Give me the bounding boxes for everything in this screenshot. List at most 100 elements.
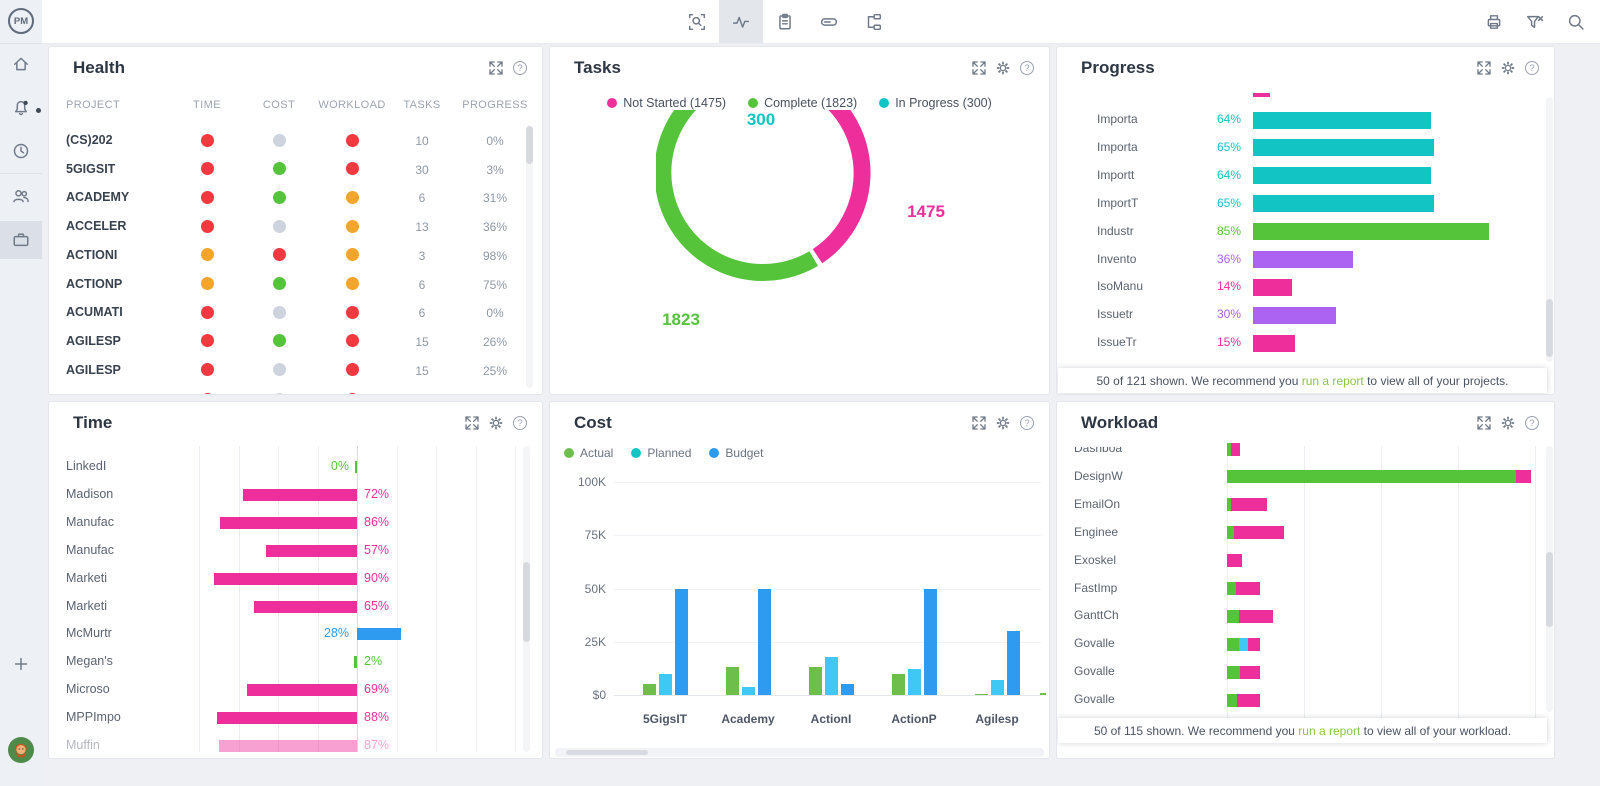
health-status-dot-time[interactable]	[200, 248, 214, 262]
health-status-dot-cost[interactable]	[272, 190, 286, 204]
cost-bar-actual[interactable]	[725, 667, 739, 695]
time-bar[interactable]	[243, 488, 357, 501]
health-status-dot-time[interactable]	[200, 219, 214, 233]
workload-bar-segment[interactable]	[1227, 554, 1242, 568]
health-status-dot-workload[interactable]	[345, 363, 359, 377]
expand-icon[interactable]	[1476, 415, 1492, 431]
health-status-dot-time[interactable]	[200, 392, 214, 394]
cost-bar-planned[interactable]	[990, 680, 1004, 695]
health-status-dot-cost[interactable]	[272, 162, 286, 176]
progress-bar[interactable]	[1253, 195, 1434, 213]
settings-icon[interactable]	[995, 415, 1011, 431]
time-bar[interactable]	[354, 656, 357, 669]
help-icon[interactable]: ?	[1019, 60, 1035, 76]
expand-icon[interactable]	[1476, 60, 1492, 76]
sidebar-item-team[interactable]	[0, 177, 42, 215]
workload-bar-segment[interactable]	[1227, 498, 1231, 512]
sidebar-item-account[interactable]	[0, 731, 42, 769]
progress-bar[interactable]	[1253, 278, 1292, 296]
cost-bar-budget[interactable]	[1006, 631, 1020, 695]
workload-bar-segment[interactable]	[1227, 470, 1516, 484]
app-logo[interactable]: PM	[8, 8, 34, 34]
workload-bar-segment[interactable]	[1516, 470, 1531, 484]
time-bar[interactable]	[357, 628, 401, 641]
health-status-dot-cost[interactable]	[272, 248, 286, 262]
cost-scrollbar-track[interactable]	[555, 748, 1044, 757]
donut-segment-not-started[interactable]	[764, 110, 871, 264]
health-table-row[interactable]: ACTIONI 3 98%	[49, 241, 526, 269]
clear-filter-button[interactable]	[1521, 8, 1549, 36]
time-bar[interactable]	[247, 684, 357, 697]
sidebar-item-recent[interactable]	[0, 132, 42, 170]
time-bar[interactable]	[355, 461, 357, 473]
health-status-dot-cost[interactable]	[272, 305, 286, 319]
health-status-dot-workload[interactable]	[345, 219, 359, 233]
health-table-row[interactable]: AGILESP 15 26%	[49, 327, 526, 355]
time-bar[interactable]	[266, 544, 357, 557]
sidebar-item-add[interactable]	[0, 645, 42, 683]
health-status-dot-time[interactable]	[200, 162, 214, 176]
toolbar-tab-select-zoom[interactable]	[675, 0, 719, 43]
cost-bar-actual[interactable]	[974, 693, 988, 695]
health-status-dot-cost[interactable]	[272, 277, 286, 290]
health-scrollbar-track[interactable]	[526, 126, 533, 388]
workload-bar-segment[interactable]	[1227, 582, 1236, 595]
health-status-dot-time[interactable]	[200, 334, 214, 348]
health-table-row[interactable]: ACTIONP 6 75%	[49, 270, 526, 298]
toolbar-tab-workflow[interactable]	[851, 0, 895, 43]
cost-bar-budget[interactable]	[840, 684, 854, 695]
workload-bar-segment[interactable]	[1248, 637, 1260, 651]
time-bar[interactable]	[214, 572, 357, 585]
help-icon[interactable]: ?	[1524, 60, 1540, 76]
health-status-dot-workload[interactable]	[345, 277, 359, 290]
time-scrollbar-thumb[interactable]	[523, 562, 530, 642]
workload-bar-segment[interactable]	[1234, 526, 1284, 540]
time-bar[interactable]	[217, 712, 357, 725]
settings-icon[interactable]	[488, 415, 504, 431]
workload-bar-segment[interactable]	[1239, 609, 1273, 623]
workload-scrollbar-thumb[interactable]	[1546, 552, 1553, 627]
workload-bar-segment[interactable]	[1227, 442, 1231, 456]
expand-icon[interactable]	[971, 60, 987, 76]
settings-icon[interactable]	[995, 60, 1011, 76]
health-status-dot-time[interactable]	[200, 363, 214, 377]
health-table-row[interactable]: ACUMATI 6 0%	[49, 298, 526, 326]
settings-icon[interactable]	[1500, 415, 1516, 431]
workload-bar-segment[interactable]	[1239, 637, 1248, 651]
health-status-dot-workload[interactable]	[345, 334, 359, 348]
progress-bar[interactable]	[1253, 334, 1295, 352]
health-status-dot-workload[interactable]	[345, 248, 359, 262]
progress-scrollbar-track[interactable]	[1546, 97, 1553, 362]
workload-bar-segment[interactable]	[1227, 693, 1237, 707]
help-icon[interactable]: ?	[1524, 415, 1540, 431]
health-table-row[interactable]: (CS)202 10 0%	[49, 126, 526, 154]
progress-bar[interactable]	[1253, 167, 1431, 185]
run-a-report-link[interactable]: run a report	[1301, 373, 1364, 388]
cost-bar-actual[interactable]	[891, 673, 905, 695]
progress-scrollbar-thumb[interactable]	[1546, 299, 1553, 357]
time-bar[interactable]	[220, 516, 357, 529]
health-status-dot-cost[interactable]	[272, 219, 286, 233]
workload-bar-segment[interactable]	[1227, 637, 1239, 651]
progress-bar[interactable]	[1253, 111, 1431, 129]
cost-bar-planned[interactable]	[658, 673, 672, 695]
health-status-dot-cost[interactable]	[272, 334, 286, 348]
health-status-dot-time[interactable]	[200, 190, 214, 204]
progress-bar[interactable]	[1253, 306, 1336, 324]
donut-segment-complete[interactable]	[656, 110, 819, 281]
progress-bar[interactable]	[1253, 223, 1489, 241]
search-button[interactable]	[1562, 8, 1590, 36]
workload-bar-segment[interactable]	[1227, 609, 1239, 623]
workload-bar-segment[interactable]	[1227, 665, 1240, 679]
help-icon[interactable]: ?	[1019, 415, 1035, 431]
cost-scrollbar-thumb[interactable]	[566, 750, 648, 755]
cost-bar-actual[interactable]	[808, 667, 822, 695]
cost-bar-budget[interactable]	[674, 588, 688, 695]
toolbar-tab-activity[interactable]	[719, 0, 763, 43]
settings-icon[interactable]	[1500, 60, 1516, 76]
help-icon[interactable]: ?	[512, 60, 528, 76]
workload-bar-segment[interactable]	[1236, 582, 1260, 595]
health-status-dot-time[interactable]	[200, 277, 214, 290]
workload-bar-segment[interactable]	[1237, 693, 1260, 707]
health-status-dot-workload[interactable]	[345, 162, 359, 176]
